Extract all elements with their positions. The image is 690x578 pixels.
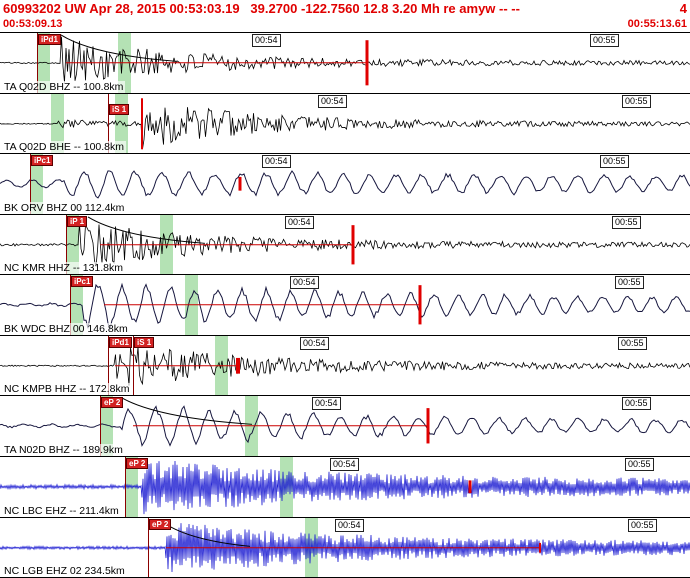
waveform-canvas-nc-lbc[interactable] [0,457,690,517]
time-tick-label: 00:54 [262,155,291,169]
phase-pick-flag[interactable]: iS 1 [134,336,155,348]
event-header: 60993202 UW Apr 28, 2015 00:53:03.19 39.… [0,0,690,32]
waveform-trace[interactable] [0,460,690,515]
amplitude-cursor[interactable] [236,357,240,374]
waveform-trace[interactable] [0,106,690,149]
time-tick-label: 00:54 [312,397,341,411]
waveform-trace[interactable] [0,346,690,386]
pick-window-band [51,93,64,154]
phase-pick-flag[interactable]: iPc1 [71,276,94,288]
time-tick-label: 00:55 [612,215,641,229]
pick-window-band [100,396,113,456]
time-window-row: 00:53:09.13 00:55:13.61 [3,18,687,30]
station-channel-label: BK WDC BHZ 00 146.8km [2,322,130,335]
trace-panel-nc-kmr[interactable]: iP 1 00:54 00:55 NC KMR HHZ -- 131.8km [0,213,690,275]
phase-pick-flag[interactable]: eP 2 [149,518,172,530]
station-channel-label: TA Q02D BHE -- 100.8km [2,141,127,154]
waveform-canvas-ta-q02d[interactable] [0,33,690,93]
phase-pick-flag[interactable]: iPd1 [38,34,61,45]
waveform-canvas-nc-kmr[interactable] [0,215,690,275]
trace-panel-ta-q02d[interactable]: iS 1 00:54 00:55 TA Q02D BHE -- 100.8km [0,92,690,154]
time-tick-label: 00:54 [318,94,347,108]
time-tick-label: 00:55 [615,276,644,290]
station-channel-label: NC LBC EHZ -- 211.4km [2,504,121,517]
time-tick-label: 00:54 [252,34,281,47]
amplitude-cursor[interactable] [238,177,242,191]
waveform-trace[interactable] [0,405,690,448]
phase-pick-line[interactable] [70,275,71,335]
station-channel-label: NC KMR HHZ -- 131.8km [2,262,126,275]
time-tick-label: 00:55 [618,336,647,350]
trace-panel-list: iPd1 00:54 00:55 TA Q02D BHZ -- 100.8km iS 1… [0,32,690,578]
amplitude-cursor[interactable] [141,97,143,149]
station-channel-label: NC LGB EHZ 02 234.5km [2,565,127,578]
trace-panel-nc-lbc[interactable]: eP 2 00:54 00:55 NC LBC EHZ -- 211.4km [0,455,690,517]
pick-window-band [30,154,43,214]
phase-pick-flag[interactable]: iS 1 [109,103,130,115]
station-channel-label: TA N02D BHZ -- 189.9km [2,443,125,456]
coda-decay-curve [60,34,177,62]
coda-decay-curve [87,216,206,244]
station-channel-label: TA Q02D BHZ -- 100.8km [2,80,126,93]
time-tick-label: 00:55 [600,155,629,169]
amplitude-cursor[interactable] [365,40,369,86]
time-tick-label: 00:55 [628,518,657,532]
waveform-trace[interactable] [0,36,690,83]
phase-pick-line[interactable] [66,214,67,275]
window-end-time: 00:55:13.61 [627,18,687,30]
time-tick-label: 00:54 [330,457,359,471]
waveform-trace[interactable] [0,170,690,199]
phase-pick-flag[interactable]: iP 1 [67,215,88,227]
amplitude-cursor[interactable] [426,408,430,444]
time-tick-label: 00:55 [625,457,654,471]
trace-panel-nc-kmpb[interactable]: iPd1 iS 1 00:54 00:55 NC KMPB HHZ -- 172.8km [0,334,690,396]
trace-panel-bk-orv[interactable]: iPc1 00:54 00:55 BK ORV BHZ 00 112.4km [0,153,690,214]
time-tick-label: 00:55 [590,34,619,47]
phase-pick-line[interactable] [108,93,109,154]
phase-pick-line[interactable] [108,335,109,396]
time-tick-label: 00:54 [285,215,314,229]
phase-pick-flag[interactable]: iPc1 [31,155,54,167]
phase-pick-line[interactable] [30,154,31,214]
event-summary-row: 60993202 UW Apr 28, 2015 00:53:03.19 39.… [3,1,687,16]
waveform-canvas-ta-q02d[interactable] [0,94,690,154]
event-count: 4 [679,1,687,16]
trace-panel-ta-q02d[interactable]: iPd1 00:54 00:55 TA Q02D BHZ -- 100.8km [0,32,690,93]
time-tick-label: 00:54 [335,518,364,532]
waveform-trace[interactable] [0,282,690,331]
phase-pick-flag[interactable]: eP 2 [126,457,149,469]
coda-decay-curve [121,397,253,426]
waveform-canvas-bk-orv[interactable] [0,154,690,214]
pick-window-band [70,275,83,335]
waveform-trace[interactable] [0,522,690,572]
time-tick-label: 00:54 [290,276,319,290]
amplitude-cursor[interactable] [468,480,472,494]
phase-pick-flag[interactable]: eP 2 [101,397,124,409]
phase-pick-line[interactable] [125,456,126,517]
phase-pick-line[interactable] [133,335,134,396]
station-channel-label: NC KMPB HHZ -- 172.8km [2,383,132,396]
phase-pick-line[interactable] [148,517,149,578]
waveform-canvas-ta-n02d[interactable] [0,396,690,456]
trace-panel-ta-n02d[interactable]: eP 2 00:54 00:55 TA N02D BHZ -- 189.9km [0,395,690,456]
waveform-canvas-nc-kmpb[interactable] [0,336,690,396]
time-tick-label: 00:55 [622,94,651,108]
time-tick-label: 00:54 [300,336,329,350]
trace-panel-nc-lgb[interactable]: eP 2 00:54 00:55 NC LGB EHZ 02 234.5km [0,516,690,578]
trace-panel-bk-wdc[interactable]: iPc1 00:54 00:55 BK WDC BHZ 00 146.8km [0,274,690,335]
phase-pick-line[interactable] [37,33,38,93]
phase-pick-line[interactable] [100,396,101,456]
phase-pick-flag[interactable]: iPd1 [109,336,132,348]
amplitude-cursor[interactable] [418,285,422,325]
time-tick-label: 00:55 [622,397,651,411]
amplitude-cursor[interactable] [539,542,541,553]
event-summary: 60993202 UW Apr 28, 2015 00:53:03.19 39.… [3,1,520,16]
waveform-canvas-bk-wdc[interactable] [0,275,690,335]
window-start-time: 00:53:09.13 [3,18,63,30]
amplitude-cursor[interactable] [351,224,355,265]
station-channel-label: BK ORV BHZ 00 112.4km [2,201,127,214]
